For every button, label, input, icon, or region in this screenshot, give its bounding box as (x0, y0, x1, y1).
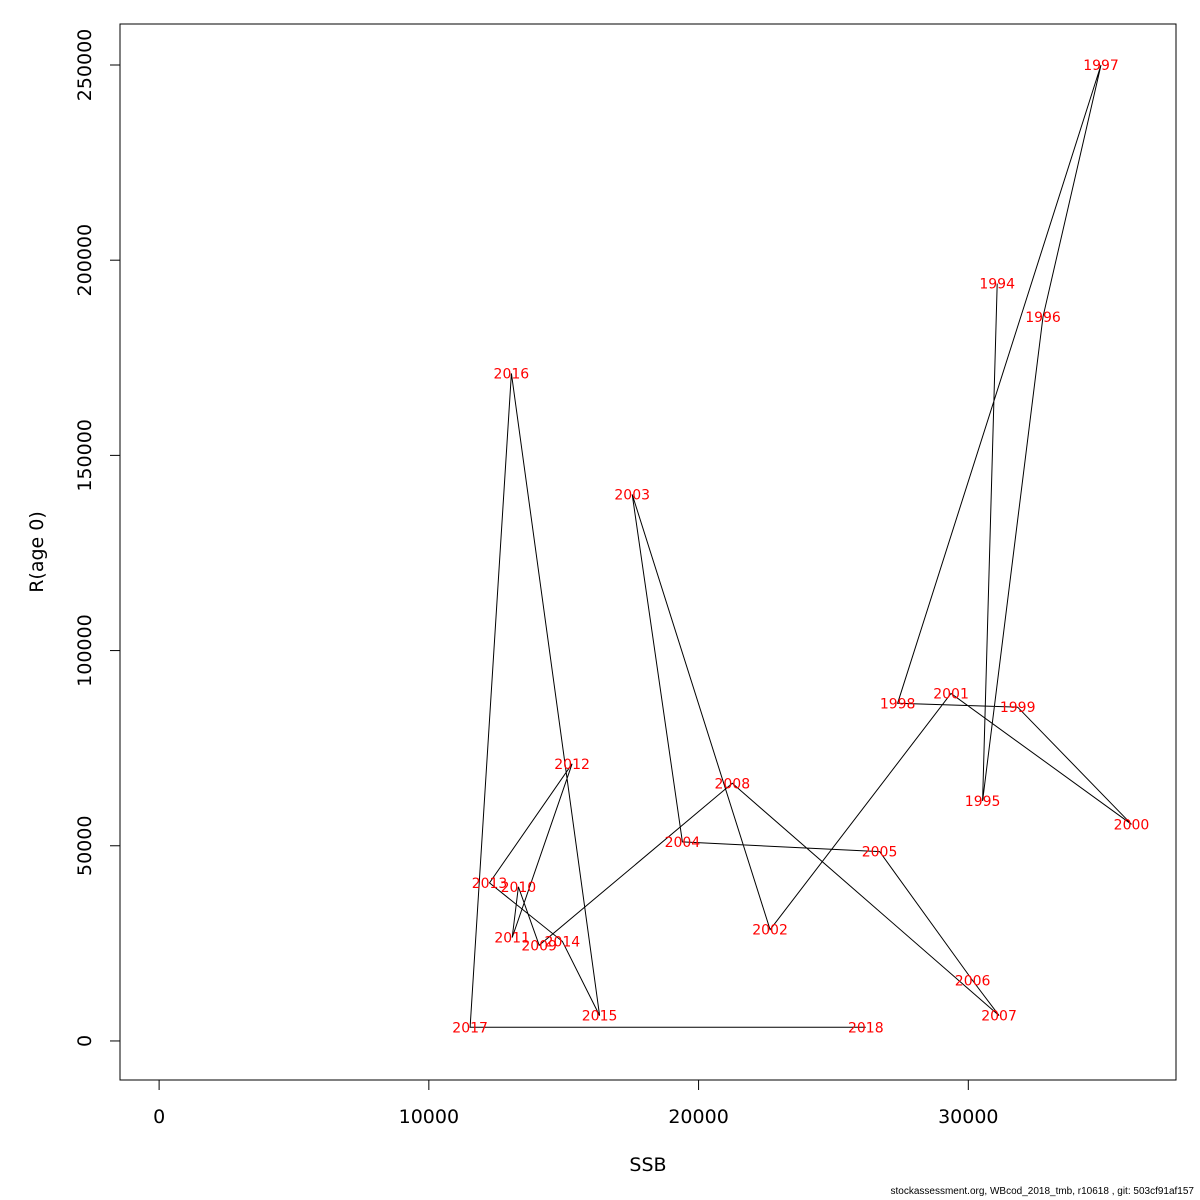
point-label-2017: 2017 (452, 1020, 488, 1036)
point-label-2008: 2008 (714, 776, 750, 792)
point-label-2004: 2004 (665, 835, 701, 851)
point-label-2009: 2009 (521, 938, 557, 954)
x-tick-label: 30000 (938, 1106, 998, 1128)
point-label-1994: 1994 (979, 277, 1015, 293)
y-axis-label: R(age 0) (26, 511, 48, 593)
point-label-2002: 2002 (752, 923, 788, 939)
point-label-2005: 2005 (862, 845, 898, 861)
series-line (469, 64, 1132, 1028)
point-label-2015: 2015 (582, 1009, 618, 1025)
point-label-1998: 1998 (880, 696, 916, 712)
x-axis-label: SSB (629, 1154, 666, 1176)
point-label-1999: 1999 (1000, 700, 1036, 716)
point-label-2007: 2007 (981, 1009, 1017, 1025)
point-label-1995: 1995 (965, 794, 1001, 810)
point-label-2013: 2013 (472, 876, 508, 892)
point-label-2006: 2006 (955, 973, 991, 989)
y-tick-label: 0 (74, 1035, 96, 1047)
x-tick-label: 0 (153, 1106, 165, 1128)
point-label-1997: 1997 (1083, 58, 1119, 74)
point-label-2018: 2018 (848, 1020, 884, 1036)
point-label-2011: 2011 (494, 931, 530, 947)
y-tick-label: 100000 (74, 614, 96, 687)
x-tick-label: 20000 (668, 1106, 728, 1128)
point-label-2014: 2014 (545, 934, 581, 950)
y-tick-label: 50000 (74, 816, 96, 876)
x-axis: 0 10000 20000 30000 (153, 1079, 999, 1128)
point-label-2016: 2016 (494, 366, 530, 382)
point-labels: 1994 1995 1996 1997 1998 1999 2000 2001 2002 2003… (452, 58, 1149, 1036)
y-tick-label: 150000 (74, 419, 96, 492)
footer-credit: stockassessment.org, WBcod_2018_tmb, r10… (890, 1186, 1194, 1197)
series-path (469, 64, 1132, 1028)
y-tick-label: 250000 (74, 29, 96, 102)
y-tick-label: 200000 (74, 224, 96, 297)
point-label-2000: 2000 (1114, 817, 1150, 833)
point-label-2003: 2003 (614, 487, 650, 503)
point-label-2012: 2012 (554, 757, 590, 773)
point-label-2010: 2010 (501, 880, 537, 896)
point-label-1996: 1996 (1025, 310, 1061, 326)
y-axis: 0 50000 100000 150000 200000 250000 (74, 29, 121, 1047)
plot-frame (119, 23, 1177, 1081)
x-tick-label: 10000 (399, 1106, 459, 1128)
point-label-2001: 2001 (933, 687, 969, 703)
